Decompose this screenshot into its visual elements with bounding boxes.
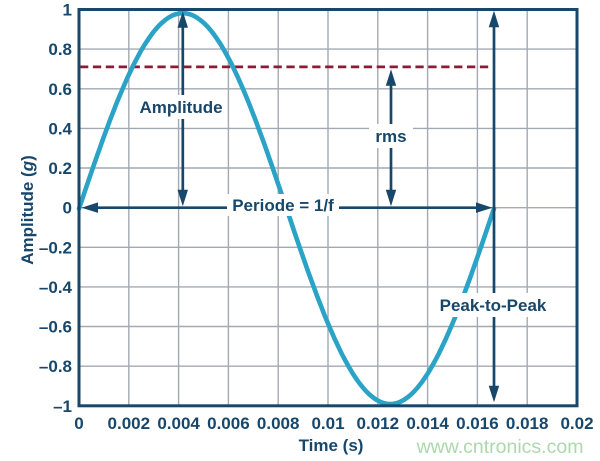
svg-text:–1: –1 xyxy=(53,397,72,416)
svg-text:Amplitude: Amplitude xyxy=(139,98,222,117)
svg-text:–0.8: –0.8 xyxy=(39,357,72,376)
svg-text:0.01: 0.01 xyxy=(311,414,344,433)
svg-text:–0.4: –0.4 xyxy=(39,278,73,297)
svg-text:Time (s): Time (s) xyxy=(299,436,364,455)
svg-text:0.004: 0.004 xyxy=(157,414,200,433)
svg-text:0.2: 0.2 xyxy=(48,159,72,178)
svg-text:Periode = 1/f: Periode = 1/f xyxy=(232,196,334,215)
svg-text:–0.6: –0.6 xyxy=(39,318,72,337)
svg-text:0.8: 0.8 xyxy=(48,40,72,59)
svg-text:0.6: 0.6 xyxy=(48,80,72,99)
svg-text:Amplitude (g): Amplitude (g) xyxy=(18,155,37,265)
svg-text:0.018: 0.018 xyxy=(506,414,549,433)
svg-text:0: 0 xyxy=(74,414,83,433)
svg-text:0: 0 xyxy=(63,199,72,218)
svg-text:www.cntronics.com: www.cntronics.com xyxy=(416,436,584,458)
svg-text:0.02: 0.02 xyxy=(560,414,593,433)
svg-text:0.006: 0.006 xyxy=(207,414,250,433)
svg-text:–0.2: –0.2 xyxy=(39,238,72,257)
svg-text:0.016: 0.016 xyxy=(456,414,499,433)
svg-text:0.012: 0.012 xyxy=(357,414,400,433)
svg-text:0.002: 0.002 xyxy=(108,414,151,433)
svg-text:0.014: 0.014 xyxy=(406,414,449,433)
svg-text:rms: rms xyxy=(375,127,406,146)
svg-text:0.4: 0.4 xyxy=(48,119,72,138)
svg-text:0.008: 0.008 xyxy=(257,414,300,433)
svg-text:Peak-to-Peak: Peak-to-Peak xyxy=(440,296,547,315)
svg-text:1: 1 xyxy=(63,1,72,20)
